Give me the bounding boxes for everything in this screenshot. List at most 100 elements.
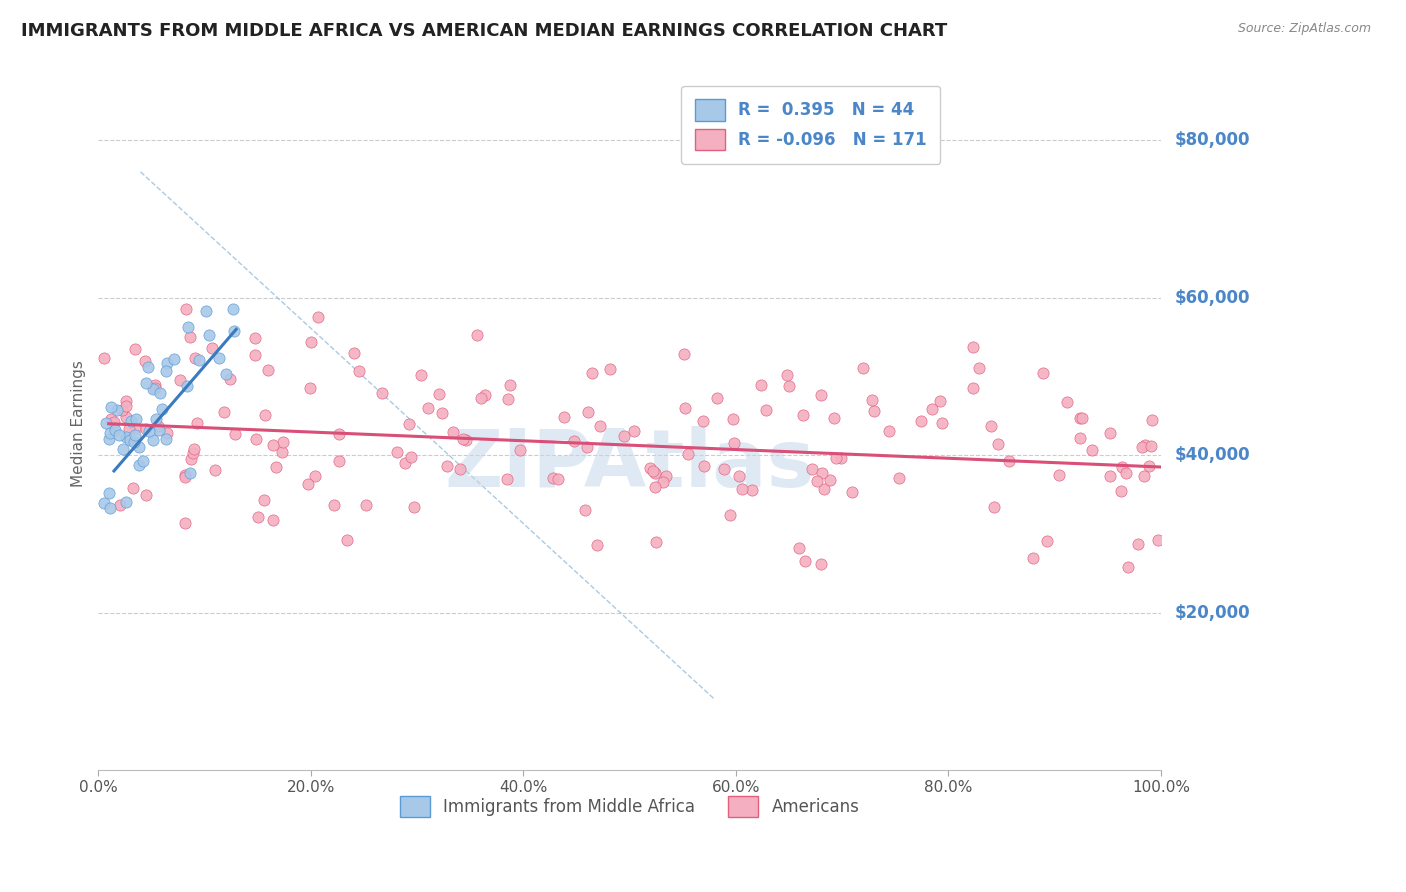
Point [124, 434, 146, 449]
Point [143, 381, 166, 395]
Point [215, 367, 238, 381]
Point [879, 425, 901, 439]
Point [810, 388, 832, 402]
Point [1111, 484, 1133, 499]
Point [148, 423, 170, 437]
Point [124, 428, 146, 442]
Point [155, 356, 177, 370]
Point [962, 340, 984, 354]
Point [173, 516, 195, 530]
Point [186, 416, 208, 430]
Point [117, 421, 139, 435]
Point [655, 468, 678, 483]
Point [787, 541, 810, 555]
Point [299, 334, 322, 349]
Point [198, 328, 221, 343]
Point [676, 447, 699, 461]
Point [142, 433, 165, 447]
Point [252, 492, 274, 507]
Point [222, 302, 245, 317]
Point [155, 364, 177, 378]
Point [449, 462, 471, 476]
Point [813, 482, 835, 496]
Point [398, 417, 420, 431]
Point [371, 385, 394, 400]
Point [456, 433, 478, 447]
Point [576, 440, 599, 454]
Point [623, 424, 645, 438]
Point [111, 403, 134, 417]
Point [841, 485, 863, 500]
Point [343, 346, 366, 360]
Point [128, 458, 150, 473]
Point [818, 473, 841, 487]
Point [201, 341, 224, 355]
Point [111, 442, 134, 456]
Point [108, 427, 131, 442]
Point [184, 351, 207, 365]
Point [387, 445, 409, 459]
Point [1069, 410, 1091, 425]
Point [304, 469, 326, 483]
Point [706, 392, 728, 406]
Point [218, 372, 240, 386]
Point [443, 425, 465, 439]
Point [134, 422, 156, 436]
Point [931, 416, 953, 430]
Point [496, 471, 519, 485]
Point [402, 500, 425, 514]
Point [929, 393, 952, 408]
Point [98, 500, 121, 515]
Point [998, 454, 1021, 468]
Point [411, 368, 433, 383]
Point [792, 409, 814, 423]
Point [651, 475, 673, 490]
Point [810, 557, 832, 571]
Point [257, 363, 280, 377]
Point [1140, 413, 1163, 427]
Point [1099, 468, 1122, 483]
Point [163, 351, 186, 366]
Point [134, 354, 156, 368]
Point [562, 434, 585, 448]
Point [1140, 439, 1163, 453]
Point [728, 469, 751, 483]
Point [328, 427, 350, 442]
Point [1137, 458, 1160, 473]
Point [962, 381, 984, 395]
Point [103, 415, 125, 429]
Point [146, 419, 169, 434]
Point [672, 347, 695, 361]
Point [174, 301, 197, 316]
Point [692, 414, 714, 428]
Point [124, 411, 146, 425]
Point [553, 409, 575, 424]
Point [183, 446, 205, 460]
Point [983, 500, 1005, 515]
Point [155, 432, 177, 446]
Point [731, 482, 754, 496]
Point [128, 440, 150, 454]
Point [135, 376, 157, 390]
Point [114, 430, 136, 444]
Point [253, 408, 276, 422]
Point [105, 403, 128, 417]
Point [1056, 395, 1078, 409]
Point [124, 421, 146, 435]
Point [297, 477, 319, 491]
Point [135, 488, 157, 502]
Point [328, 454, 350, 468]
Point [474, 388, 496, 402]
Point [179, 330, 201, 344]
Point [1130, 440, 1153, 454]
Point [1128, 537, 1150, 551]
Point [509, 443, 531, 458]
Y-axis label: Median Earnings: Median Earnings [72, 360, 86, 487]
Point [723, 436, 745, 450]
Point [806, 475, 828, 489]
Point [986, 436, 1008, 450]
Text: $40,000: $40,000 [1175, 446, 1250, 464]
Text: $20,000: $20,000 [1175, 604, 1250, 622]
Point [823, 411, 845, 425]
Point [776, 368, 799, 383]
